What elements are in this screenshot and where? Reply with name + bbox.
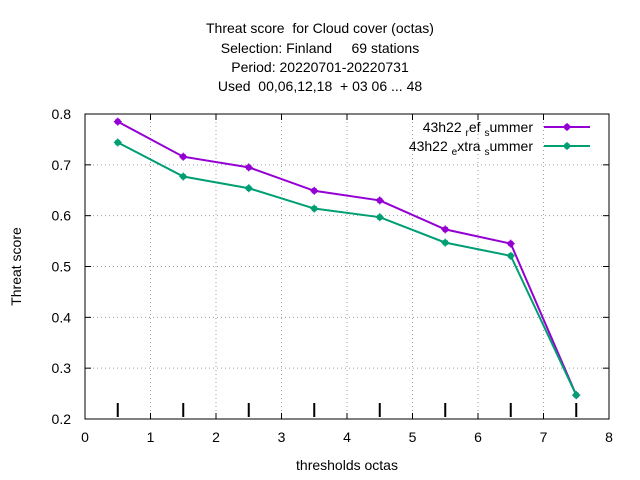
data-point	[113, 117, 122, 126]
data-point	[244, 163, 253, 172]
x-tick-label: 6	[474, 429, 482, 445]
data-point	[179, 152, 188, 161]
grid-lines	[85, 114, 609, 419]
data-point	[441, 238, 450, 247]
y-tick-label: 0.4	[52, 309, 72, 325]
data-point	[375, 213, 384, 222]
title-line-3: Period: 20220701-20220731	[231, 59, 409, 75]
series-line	[117, 120, 578, 396]
x-tick-label: 7	[540, 429, 548, 445]
y-tick-label: 0.8	[52, 106, 72, 122]
data-point	[506, 251, 515, 260]
x-tick-label: 1	[147, 429, 155, 445]
x-axis-label: thresholds octas	[296, 457, 398, 473]
data-point	[506, 239, 515, 248]
y-tick-label: 0.7	[52, 157, 72, 173]
title-line-1: Threat score for Cloud cover (octas)	[206, 20, 434, 36]
title-line-2: Selection: Finland 69 stations	[220, 40, 420, 56]
data-point	[572, 391, 581, 400]
legend-marker	[563, 123, 571, 131]
y-tick-label: 0.6	[52, 208, 72, 224]
series-line	[117, 141, 578, 396]
legend-label: 43h22 extra summer	[409, 138, 534, 158]
series-2	[113, 138, 581, 400]
data-point	[244, 184, 253, 193]
y-axis-ticks: 0.2 0.3 0.4 0.5 0.6 0.7 0.8	[52, 106, 609, 427]
data-point	[113, 138, 122, 147]
data-point	[310, 186, 319, 195]
data-point	[179, 172, 188, 181]
title-line-4: Used 00,06,12,18 + 03 06 ... 48	[217, 78, 423, 94]
x-tick-label: 8	[605, 429, 613, 445]
legend-item-2: 43h22 extra summer	[409, 138, 590, 158]
data-point	[310, 204, 319, 213]
x-tick-label: 5	[409, 429, 417, 445]
y-axis-label: Threat score	[8, 227, 24, 306]
y-tick-label: 0.2	[52, 411, 72, 427]
series-1	[113, 117, 581, 400]
x-tick-label: 3	[278, 429, 286, 445]
x-tick-label: 4	[343, 429, 351, 445]
legend-marker	[563, 142, 571, 150]
y-tick-label: 0.5	[52, 259, 72, 275]
y-tick-label: 0.3	[52, 360, 72, 376]
legend-label: 43h22 ref summer	[423, 119, 534, 139]
plot-frame	[84, 113, 610, 420]
threshold-marks	[116, 403, 578, 417]
x-axis-ticks: 0 1 2 3 4 5 6 7 8	[81, 114, 613, 445]
legend-item-1: 43h22 ref summer	[423, 119, 590, 139]
x-tick-label: 2	[212, 429, 220, 445]
x-tick-label: 0	[81, 429, 89, 445]
data-point	[375, 196, 384, 205]
data-series	[113, 117, 581, 400]
data-point	[441, 225, 450, 234]
